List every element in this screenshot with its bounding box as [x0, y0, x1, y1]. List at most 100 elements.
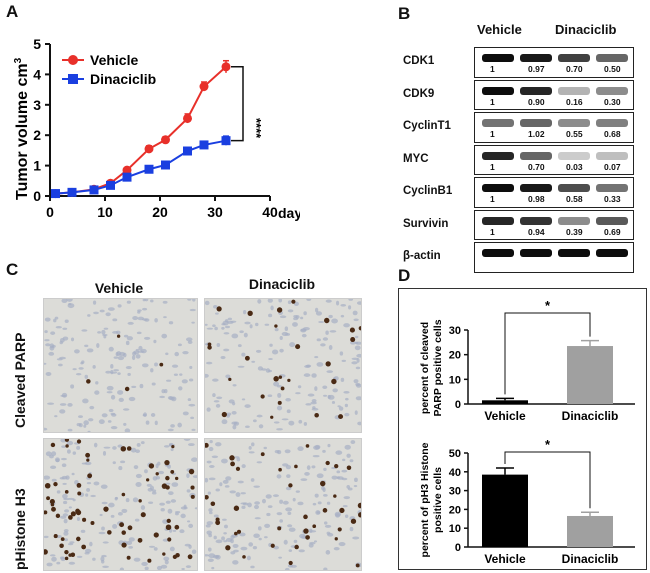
nucleus	[231, 411, 237, 415]
nucleus	[263, 446, 268, 450]
stained-cell	[107, 530, 112, 535]
blot-band	[482, 151, 514, 160]
nucleus	[213, 514, 219, 518]
nucleus	[354, 335, 359, 339]
nucleus	[63, 531, 69, 536]
nucleus	[106, 391, 113, 394]
nucleus	[241, 398, 246, 401]
nucleus	[354, 477, 358, 483]
nucleus	[72, 451, 77, 455]
nucleus	[244, 404, 251, 408]
nucleus	[221, 458, 228, 464]
nucleus	[168, 491, 174, 496]
nucleus	[311, 398, 317, 403]
nucleus	[110, 394, 116, 400]
nucleus	[137, 350, 145, 353]
nucleus	[128, 537, 135, 542]
panel-d-frame	[398, 288, 647, 570]
stained-cell	[46, 496, 50, 501]
nucleus	[155, 475, 161, 480]
nucleus	[215, 555, 220, 558]
significance-stars-a: ****	[249, 118, 264, 139]
nucleus	[339, 351, 344, 356]
nucleus	[170, 424, 175, 428]
stained-cell	[357, 502, 361, 509]
nucleus	[159, 502, 165, 506]
stained-cell	[276, 307, 283, 313]
nucleus	[221, 326, 225, 330]
nucleus	[151, 382, 156, 386]
nucleus	[341, 359, 347, 362]
ihc-row-phistone-h3: pHistone H3	[12, 488, 28, 570]
nucleus	[297, 501, 304, 506]
stained-cell	[121, 542, 127, 548]
nucleus	[215, 539, 223, 544]
nucleus	[166, 379, 172, 382]
nucleus	[168, 396, 175, 401]
nucleus	[169, 546, 175, 552]
nucleus	[160, 564, 168, 569]
stained-cell	[44, 482, 51, 489]
nucleus	[323, 567, 328, 570]
stained-cell	[320, 480, 326, 487]
nucleus	[113, 369, 119, 372]
nucleus	[338, 406, 344, 411]
nucleus	[235, 492, 241, 497]
stained-cell	[170, 470, 175, 474]
nucleus	[167, 508, 173, 514]
nucleus	[342, 458, 346, 462]
stained-cell	[305, 535, 310, 540]
blot-label: CDK9	[403, 87, 435, 100]
y-tick-label: 10	[449, 374, 461, 386]
nucleus	[151, 491, 157, 495]
blot-header-dinaciclib: Dinaciclib	[555, 22, 617, 37]
nucleus	[112, 331, 119, 334]
point-dinaciclib	[199, 140, 209, 150]
nucleus	[150, 368, 154, 373]
nucleus	[182, 351, 189, 355]
nucleus	[86, 348, 94, 353]
ihc-image-vehicle-phistone-h3	[43, 438, 198, 571]
stained-cell	[64, 490, 69, 494]
nucleus	[253, 533, 260, 539]
nucleus	[126, 300, 131, 304]
nucleus	[177, 422, 182, 428]
nucleus	[165, 352, 169, 356]
nucleus	[213, 535, 217, 540]
stained-cell	[278, 467, 282, 472]
stained-cell	[274, 324, 278, 328]
stained-cell	[260, 394, 265, 399]
nucleus	[186, 473, 190, 479]
stained-cell	[44, 549, 48, 555]
nucleus	[142, 414, 147, 417]
panel-label-c: C	[6, 260, 19, 279]
nucleus	[340, 314, 345, 318]
nucleus	[75, 373, 82, 376]
nucleus	[80, 362, 84, 365]
nucleus	[83, 424, 87, 428]
nucleus	[273, 545, 279, 550]
nucleus	[303, 421, 308, 426]
nucleus	[44, 339, 50, 342]
nucleus	[215, 488, 220, 492]
nucleus	[323, 494, 328, 497]
nucleus	[212, 378, 219, 382]
nucleus	[62, 327, 68, 330]
point-dinaciclib	[183, 146, 192, 156]
nucleus	[192, 475, 197, 479]
nucleus	[117, 512, 123, 516]
nucleus	[150, 299, 154, 303]
nucleus	[276, 405, 283, 411]
nucleus	[340, 377, 345, 382]
nucleus	[348, 305, 352, 310]
nucleus	[100, 484, 108, 489]
nucleus	[255, 322, 259, 327]
nucleus	[147, 487, 153, 492]
nucleus	[205, 524, 211, 528]
nucleus	[107, 420, 112, 423]
nucleus	[345, 397, 349, 401]
nucleus	[47, 402, 55, 405]
x-tick-label: 20	[152, 204, 168, 220]
nucleus	[101, 329, 106, 335]
stained-cell	[77, 491, 82, 496]
